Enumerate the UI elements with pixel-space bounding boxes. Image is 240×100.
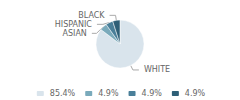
svg-text:ASIAN: ASIAN xyxy=(62,29,86,38)
svg-text:85.4%: 85.4% xyxy=(50,89,76,98)
svg-text:4.9%: 4.9% xyxy=(185,89,206,98)
svg-text:4.9%: 4.9% xyxy=(142,89,163,98)
svg-text:4.9%: 4.9% xyxy=(98,89,119,98)
svg-text:HISPANIC: HISPANIC xyxy=(55,20,93,29)
svg-text:BLACK: BLACK xyxy=(78,11,105,20)
svg-text:WHITE: WHITE xyxy=(144,65,170,74)
